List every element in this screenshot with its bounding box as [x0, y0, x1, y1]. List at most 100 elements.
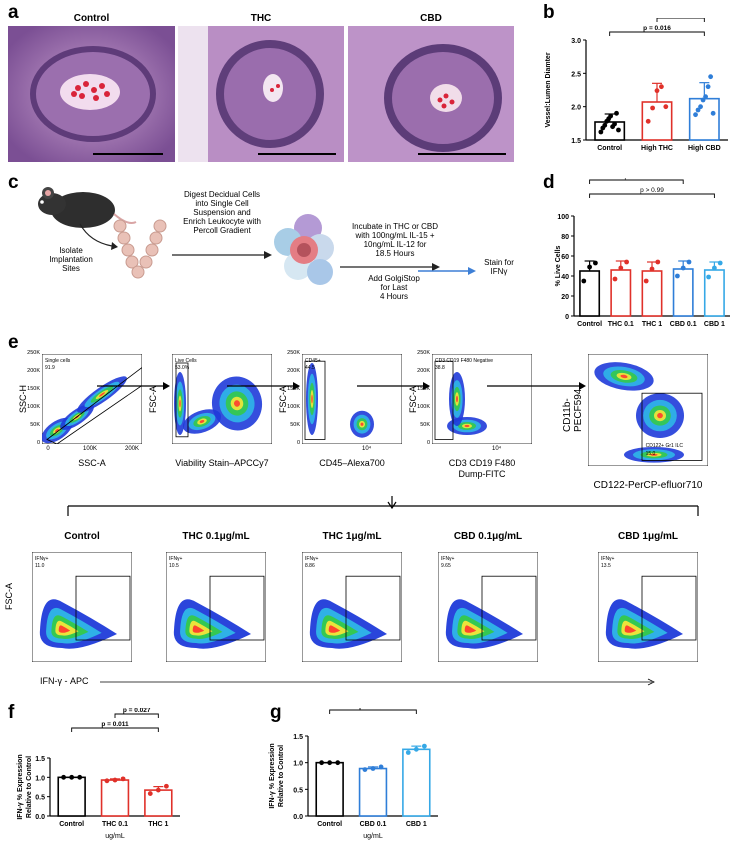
- y-tick-label: 2.5: [571, 71, 581, 78]
- arrow-head: [579, 382, 586, 390]
- panel-label-f: f: [8, 702, 15, 723]
- bar: [688, 97, 720, 141]
- y-tick-label: 1.0: [293, 761, 303, 768]
- data-point: [706, 274, 711, 280]
- data-point: [319, 760, 325, 766]
- significance-bracket: [589, 193, 715, 198]
- data-point: [705, 84, 711, 90]
- gating-ytick: 0: [36, 440, 40, 446]
- ifng-plot: IFNγ+ 11.0: [31, 551, 133, 663]
- data-point: [700, 97, 706, 103]
- data-point: [612, 121, 617, 127]
- data-point: [163, 783, 169, 789]
- y-tick-label: 1.5: [293, 734, 303, 741]
- gating-xlabel: CD45–Alexa700: [319, 458, 385, 468]
- ifng-gate: [209, 575, 265, 641]
- histology-control-image: [8, 26, 175, 162]
- ifng-plot: IFNγ+ 8.86: [301, 551, 403, 663]
- category-label: High THC: [641, 145, 673, 152]
- gating-ytick: 200K: [287, 368, 300, 374]
- bar: [641, 270, 663, 317]
- density-plot: CD122+ Gr1 ILC 15.0: [587, 353, 709, 467]
- gate-name: CD45+: [305, 358, 321, 364]
- panel-label-d: d: [543, 172, 555, 193]
- arrow-digest: [172, 251, 272, 259]
- density-region: [233, 400, 241, 407]
- data-point: [362, 767, 368, 772]
- bar: [579, 270, 601, 317]
- gating-xlabel: Viability Stain–APCCy7: [175, 458, 269, 468]
- y-tick-label: 0.5: [35, 795, 45, 802]
- gating-ytick: 250K: [27, 350, 40, 356]
- gating-ytick: 200K: [417, 368, 430, 374]
- gating-xtick: 100K: [82, 446, 97, 452]
- data-point: [655, 259, 661, 265]
- gating-ytick: 100K: [27, 404, 40, 410]
- data-point: [717, 260, 723, 266]
- gate: [434, 360, 454, 440]
- y-tick-label: 2.0: [571, 105, 581, 112]
- data-point: [61, 774, 67, 780]
- significance-bracket: [656, 18, 705, 22]
- data-point: [608, 113, 614, 119]
- gate-name: CD3 CD19 F480 Negative: [435, 358, 493, 364]
- data-point: [614, 110, 619, 116]
- step-isolate: Isolate Implantation Sites: [49, 246, 93, 273]
- gate-percentage: 38.8: [435, 365, 445, 371]
- density-region: [179, 399, 181, 408]
- data-point: [378, 764, 384, 770]
- category-label: THC 0.1: [102, 821, 128, 828]
- category-label: CBD 1: [406, 821, 427, 828]
- data-point: [155, 787, 161, 793]
- data-point: [643, 278, 649, 284]
- gating-ytick: 150K: [417, 386, 430, 392]
- data-point: [649, 266, 655, 272]
- chart-b: 1.5 2.0 2.5 3.0 Vessel:Lumen Diamter Control H…: [545, 18, 728, 152]
- y-axis-label: Vessel:Lumen Diamter: [545, 52, 552, 127]
- density-region: [55, 428, 59, 433]
- density-region: [650, 453, 658, 456]
- x-axis-label: ug/mL: [105, 833, 125, 840]
- gating-arrow: [97, 382, 170, 390]
- data-point: [695, 107, 701, 113]
- panel-label-a: a: [8, 2, 19, 23]
- y-tick-label: 3.0: [571, 38, 581, 45]
- arrow-incubate: [340, 263, 440, 271]
- data-point: [120, 776, 126, 782]
- data-point: [587, 264, 592, 270]
- category-label: THC 1: [148, 821, 168, 828]
- panel-label-b: b: [543, 2, 555, 23]
- data-point: [421, 743, 427, 749]
- density-region: [456, 395, 458, 403]
- step-incubate: Incubate in THC or CBD with 100ng/mL IL-…: [351, 222, 439, 258]
- significance-bracket: [589, 179, 684, 184]
- gating-plot-2: Live Cells 53.0%: [171, 353, 273, 445]
- density-region: [328, 625, 341, 633]
- ifng-gate: [75, 575, 131, 641]
- gating-ylabel: FSC-A: [148, 386, 158, 413]
- category-label: CBD 1: [704, 321, 725, 328]
- data-point: [69, 774, 75, 780]
- gate: [175, 362, 189, 438]
- category-label: Control: [317, 821, 342, 828]
- data-point: [112, 777, 118, 783]
- condition-title: CBD 0.1μg/mL: [453, 531, 523, 542]
- gating-xtick: 0: [46, 446, 50, 452]
- significance-bracket: [609, 31, 705, 36]
- density-region: [99, 392, 105, 397]
- condition-title: THC 0.1μg/mL: [182, 531, 250, 542]
- histology-title-control: Control: [73, 13, 110, 24]
- ifng-density: IFNγ+8.86: [301, 551, 403, 663]
- condition-title: THC 1μg/mL: [322, 531, 382, 542]
- gate-name: CD122+ Gr1 ILC: [646, 443, 684, 449]
- gating-ytick: 50K: [290, 422, 300, 428]
- data-point: [703, 94, 708, 100]
- density-region: [464, 424, 470, 428]
- data-point: [598, 129, 604, 135]
- p-value-label: p = 0.011: [101, 721, 129, 728]
- ifng-density: IFNγ+9.65: [437, 551, 539, 663]
- arrow-golgi: [418, 267, 476, 275]
- y-tick-label: 80: [561, 234, 569, 241]
